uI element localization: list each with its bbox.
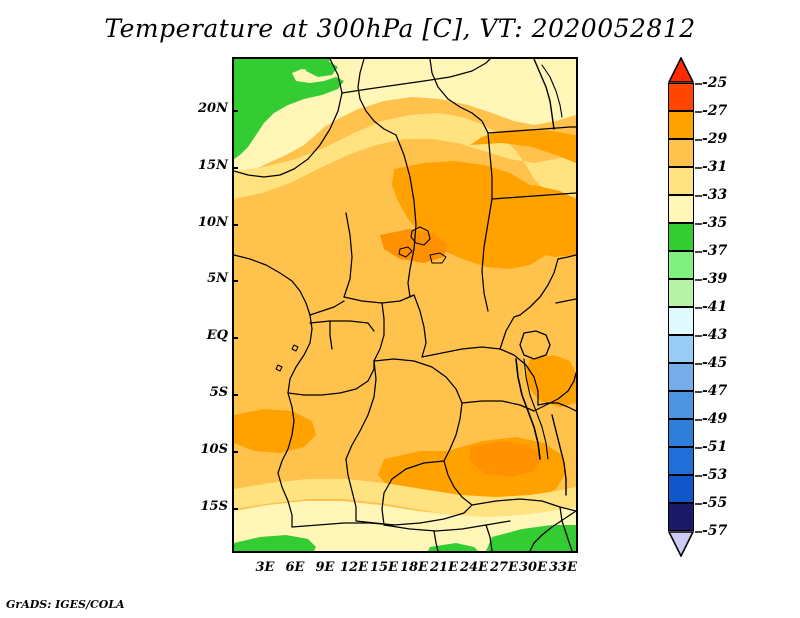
y-tick-label-EQ: EQ bbox=[206, 328, 228, 343]
y-tick-label-5S: 5S bbox=[209, 385, 228, 400]
colorbar-band-2 bbox=[668, 139, 694, 167]
colorbar-label--45: -45 bbox=[702, 355, 728, 371]
colorbar-band-13 bbox=[668, 447, 694, 475]
colorbar: -25 -27 -29 -31 -33 -35 -37 -39 -41 -43 … bbox=[668, 57, 727, 557]
temperature-field-map bbox=[234, 59, 576, 551]
colorbar-tick bbox=[695, 83, 702, 85]
colorbar-tick bbox=[695, 335, 702, 337]
colorbar-label--35: -35 bbox=[702, 215, 728, 231]
colorbar-label--33: -33 bbox=[702, 187, 728, 203]
y-tick-mark bbox=[232, 508, 238, 510]
x-tick-label-3E: 3E bbox=[255, 560, 275, 575]
colorbar-label--31: -31 bbox=[702, 159, 728, 175]
x-tick-label-30E: 30E bbox=[519, 560, 547, 575]
map-plot-panel bbox=[232, 57, 578, 553]
x-tick-label-6E: 6E bbox=[285, 560, 305, 575]
colorbar-band-10 bbox=[668, 363, 694, 391]
colorbar-label--29: -29 bbox=[702, 131, 728, 147]
colorbar-label--49: -49 bbox=[702, 411, 728, 427]
y-tick-label-15S: 15S bbox=[200, 499, 228, 514]
colorbar-tick bbox=[695, 167, 702, 169]
colorbar-band-11 bbox=[668, 391, 694, 419]
colorbar-tick bbox=[695, 475, 702, 477]
colorbar-tick bbox=[695, 419, 702, 421]
colorbar-band-5 bbox=[668, 223, 694, 251]
colorbar-label--57: -57 bbox=[702, 523, 728, 539]
x-tick-label-18E: 18E bbox=[400, 560, 428, 575]
colorbar-tick bbox=[695, 447, 702, 449]
y-tick-mark bbox=[232, 394, 238, 396]
credit-text: GrADS: IGES/COLA bbox=[6, 598, 125, 611]
colorbar-label--43: -43 bbox=[702, 327, 728, 343]
colorbar-band-0 bbox=[668, 83, 694, 111]
x-tick-label-15E: 15E bbox=[370, 560, 398, 575]
colorbar-band-9 bbox=[668, 335, 694, 363]
colorbar-tick bbox=[695, 195, 702, 197]
colorbar-tick bbox=[695, 139, 702, 141]
colorbar-tick bbox=[695, 111, 702, 113]
colorbar-band-14 bbox=[668, 475, 694, 503]
y-tick-mark bbox=[232, 224, 238, 226]
y-tick-label-15N: 15N bbox=[198, 158, 228, 173]
y-tick-label-5N: 5N bbox=[207, 271, 228, 286]
y-tick-mark bbox=[232, 280, 238, 282]
colorbar-band-6 bbox=[668, 251, 694, 279]
y-tick-label-20N: 20N bbox=[198, 101, 228, 116]
colorbar-label--39: -39 bbox=[702, 271, 728, 287]
y-tick-mark bbox=[232, 337, 238, 339]
colorbar-band-4 bbox=[668, 195, 694, 223]
x-tick-label-21E: 21E bbox=[430, 560, 458, 575]
x-tick-label-24E: 24E bbox=[460, 560, 488, 575]
page-title: Temperature at 300hPa [C], VT: 202005281… bbox=[104, 14, 696, 43]
colorbar-tick bbox=[695, 279, 702, 281]
y-tick-mark bbox=[232, 167, 238, 169]
colorbar-label--27: -27 bbox=[702, 103, 728, 119]
colorbar-label--55: -55 bbox=[702, 495, 728, 511]
colorbar-band-12 bbox=[668, 419, 694, 447]
colorbar-label--37: -37 bbox=[702, 243, 728, 259]
colorbar-label--47: -47 bbox=[702, 383, 728, 399]
y-tick-label-10S: 10S bbox=[200, 442, 228, 457]
colorbar-tick bbox=[695, 391, 702, 393]
colorbar-band-1 bbox=[668, 111, 694, 139]
x-tick-label-9E: 9E bbox=[315, 560, 335, 575]
colorbar-tick bbox=[695, 251, 702, 253]
colorbar-arrow-bottom bbox=[668, 531, 694, 557]
x-tick-label-33E: 33E bbox=[549, 560, 577, 575]
map-clip bbox=[234, 59, 576, 551]
colorbar-label--25: -25 bbox=[702, 75, 728, 91]
y-tick-mark bbox=[232, 451, 238, 453]
colorbar-label--53: -53 bbox=[702, 467, 728, 483]
colorbar-tick bbox=[695, 307, 702, 309]
colorbar-label--41: -41 bbox=[702, 299, 728, 315]
colorbar-band-3 bbox=[668, 167, 694, 195]
colorbar-band-8 bbox=[668, 307, 694, 335]
x-tick-label-12E: 12E bbox=[340, 560, 368, 575]
colorbar-band-7 bbox=[668, 279, 694, 307]
colorbar-tick bbox=[695, 363, 702, 365]
colorbar-tick bbox=[695, 223, 702, 225]
y-tick-mark bbox=[232, 110, 238, 112]
colorbar-label--51: -51 bbox=[702, 439, 728, 455]
colorbar-tick bbox=[695, 531, 702, 533]
x-tick-label-27E: 27E bbox=[490, 560, 518, 575]
y-tick-label-10N: 10N bbox=[198, 215, 228, 230]
colorbar-band-15 bbox=[668, 503, 694, 531]
colorbar-arrow-top bbox=[668, 57, 694, 83]
colorbar-tick bbox=[695, 503, 702, 505]
